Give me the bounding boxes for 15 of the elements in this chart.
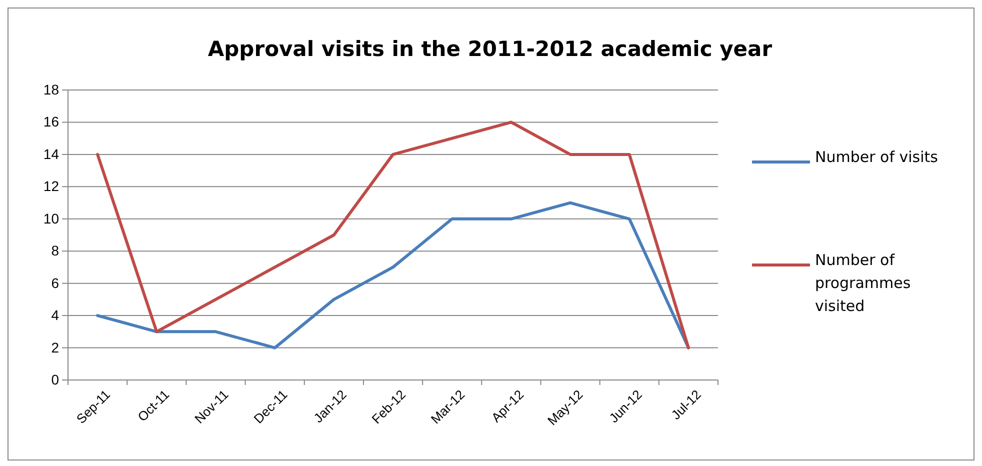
legend-label: Number of visits — [815, 148, 938, 166]
y-tick-label: 2 — [51, 339, 60, 356]
chart-title: Approval visits in the 2011-2012 academic year — [208, 37, 773, 61]
y-tick-label: 6 — [51, 274, 60, 291]
y-tick-label: 4 — [51, 307, 60, 324]
y-tick-label: 8 — [51, 242, 60, 259]
y-tick-label: 0 — [51, 371, 60, 388]
line-series — [96, 201, 690, 350]
line-series — [96, 120, 690, 350]
y-tick-label: 10 — [43, 210, 60, 226]
y-tick-label: 16 — [43, 114, 60, 130]
y-tick-label: 18 — [43, 81, 60, 98]
legend-label: Number of programmes visited — [815, 251, 911, 315]
y-tick-label: 14 — [43, 146, 60, 162]
y-tick-label: 12 — [43, 178, 60, 194]
